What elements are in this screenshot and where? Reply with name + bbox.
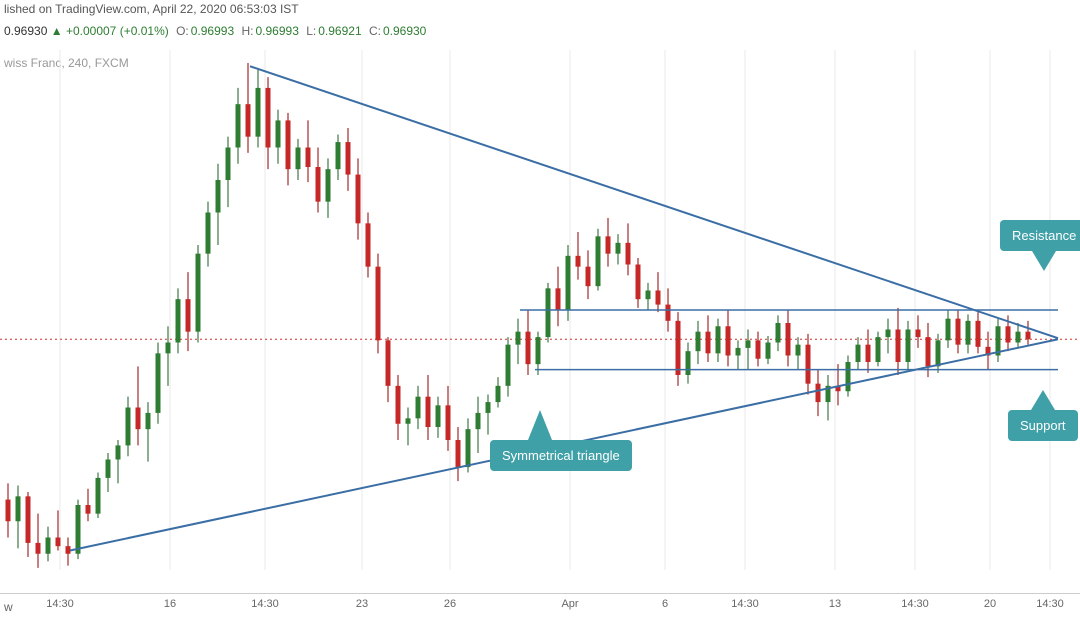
support-callout[interactable]: Support <box>1008 410 1078 441</box>
symmetrical-label: Symmetrical triangle <box>502 448 620 463</box>
symmetrical-triangle-callout[interactable]: Symmetrical triangle <box>490 440 632 471</box>
callout-arrow-icon <box>528 410 552 440</box>
o-label: O: <box>176 24 189 38</box>
c-val: 0.96930 <box>383 24 426 38</box>
callout-arrow-icon <box>1032 251 1056 271</box>
x-axis: 14:301614:302326Apr614:301314:302014:30 <box>0 593 1080 594</box>
l-val: 0.96921 <box>318 24 361 38</box>
last-price: 0.96930 <box>4 24 47 38</box>
change-arrow-icon: ▲ <box>51 24 63 38</box>
resistance-label: Resistance <box>1012 228 1076 243</box>
chart-root: lished on TradingView.com, April 22, 202… <box>0 0 1080 618</box>
c-label: C: <box>369 24 381 38</box>
instrument-label: wiss Franc, 240, FXCM <box>4 56 129 70</box>
price-chart[interactable] <box>0 0 1080 618</box>
published-text: lished on TradingView.com, April 22, 202… <box>0 0 303 20</box>
change-abs: +0.00007 <box>66 24 116 38</box>
resistance-callout[interactable]: Resistance <box>1000 220 1080 251</box>
support-label: Support <box>1020 418 1066 433</box>
change-pct: (+0.01%) <box>120 24 169 38</box>
h-label: H: <box>241 24 253 38</box>
h-val: 0.96993 <box>255 24 298 38</box>
o-val: 0.96993 <box>191 24 234 38</box>
callout-arrow-icon <box>1031 390 1055 410</box>
l-label: L: <box>306 24 316 38</box>
ohlc-line: 0.96930 ▲ +0.00007 (+0.01%) O:0.96993 H:… <box>0 22 430 40</box>
footer-w: w <box>4 600 13 614</box>
